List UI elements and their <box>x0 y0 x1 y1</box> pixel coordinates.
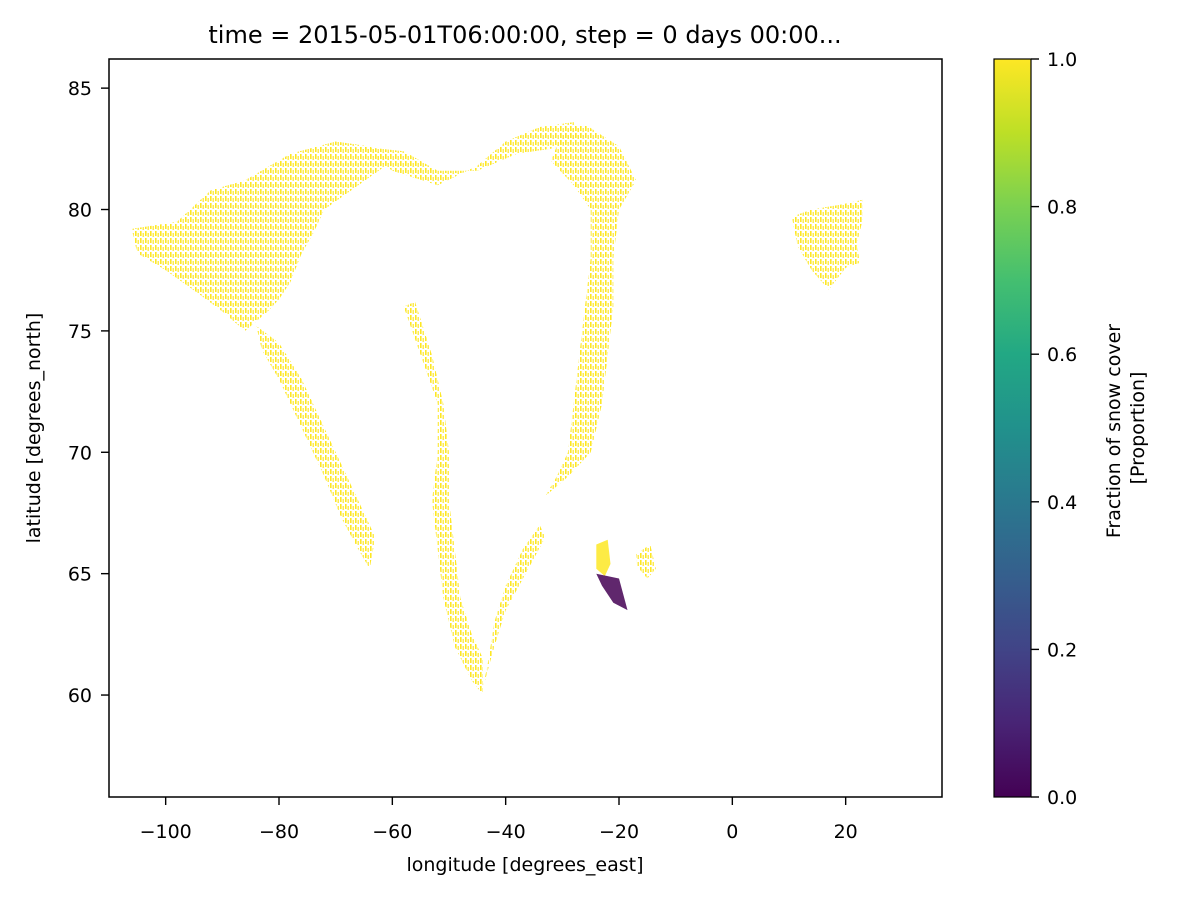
colorbar-label-line-2: [Proportion] <box>1127 372 1149 485</box>
y-tick-label: 65 <box>68 564 92 586</box>
colorbar-axis: 0.0 0.2 0.4 0.6 0.8 1.0 <box>1031 49 1077 809</box>
colorbar-tick-label: 0.6 <box>1047 344 1077 366</box>
plot-frame <box>108 58 943 798</box>
y-tick-label: 70 <box>68 442 92 464</box>
colorbar <box>993 58 1032 798</box>
x-axis-label: longitude [degrees_east] <box>406 854 643 876</box>
y-axis: 60 65 70 75 80 85 <box>68 78 109 707</box>
snow-region-0 <box>131 141 393 331</box>
x-tick-label: −60 <box>372 821 412 843</box>
x-tick-label: 0 <box>726 821 738 843</box>
colorbar-tick-label: 0.4 <box>1047 492 1077 514</box>
y-tick-label: 85 <box>68 78 92 100</box>
snow-region-2 <box>403 301 483 695</box>
snow-region-4 <box>545 124 636 496</box>
colorbar-tick-label: 0.8 <box>1047 197 1077 219</box>
y-tick-label: 80 <box>68 200 92 222</box>
colorbar-label-line-1: Fraction of snow cover <box>1103 324 1125 538</box>
snow-region-1 <box>256 326 376 569</box>
x-tick-label: 20 <box>834 821 858 843</box>
snow-region-7 <box>596 539 611 577</box>
colorbar-tick-label: 1.0 <box>1047 49 1077 71</box>
snow-region-9 <box>596 573 628 611</box>
colorbar-label: Fraction of snow cover [Proportion] <box>1103 318 1149 538</box>
snow-region-8 <box>636 544 656 579</box>
y-tick-label: 60 <box>68 685 92 707</box>
snow-region-5 <box>358 122 585 186</box>
x-axis: −100 −80 −60 −40 −20 0 20 <box>140 797 858 843</box>
x-tick-label: −20 <box>599 821 639 843</box>
chart-title: time = 2015-05-01T06:00:00, step = 0 day… <box>208 21 841 49</box>
y-axis-label: latitude [degrees_north] <box>23 313 45 544</box>
colorbar-tick-label: 0.0 <box>1047 787 1077 809</box>
snow-cover-field <box>131 122 863 695</box>
x-tick-label: −80 <box>259 821 299 843</box>
snow-region-6 <box>791 199 863 290</box>
x-tick-label: −100 <box>140 821 192 843</box>
colorbar-tick-label: 0.2 <box>1047 639 1077 661</box>
x-tick-label: −40 <box>486 821 526 843</box>
y-tick-label: 75 <box>68 321 92 343</box>
snow-region-3 <box>483 525 546 688</box>
